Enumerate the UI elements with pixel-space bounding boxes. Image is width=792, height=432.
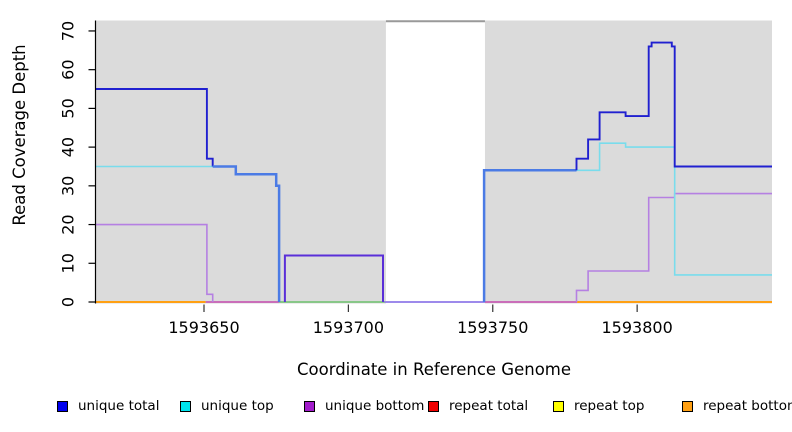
legend-label: repeat top <box>574 398 645 414</box>
y-tick-label: 50 <box>59 98 78 118</box>
repeat-top-swatch <box>553 400 564 412</box>
y-tick-label: 70 <box>59 21 78 41</box>
series-segment-unique-top-right <box>576 142 772 276</box>
axes-and-ticks: 0 10 20 30 40 50 60 70 1593650 1593700 1593750 1593… <box>59 20 673 337</box>
unique-bottom-swatch <box>304 400 315 412</box>
unique-total-swatch <box>57 400 68 412</box>
unique-top-swatch <box>180 400 191 412</box>
legend-item-unique-bottom: unique bottom <box>304 398 424 414</box>
y-tick-label: 10 <box>59 253 78 273</box>
shaded-region <box>96 20 386 304</box>
legend-item-repeat-total: repeat total <box>428 398 528 414</box>
y-tick-label: 40 <box>59 137 78 157</box>
y-tick-label: 30 <box>59 176 78 196</box>
legend-item-unique-top: unique top <box>180 398 274 414</box>
legend-label: unique total <box>78 398 160 414</box>
legend-label: unique top <box>201 398 274 414</box>
y-tick-label: 0 <box>59 297 78 307</box>
shaded-regions <box>96 20 772 304</box>
y-tick-label: 20 <box>59 214 78 234</box>
coverage-step-lines <box>96 41 772 303</box>
x-tick-label: 1593700 <box>313 318 384 337</box>
series-segment-unique-total-bottom-box <box>283 254 384 302</box>
repeat-total-swatch <box>428 400 439 412</box>
y-tick-label: 60 <box>59 59 78 79</box>
x-tick-label: 1593750 <box>457 318 528 337</box>
legend-label: repeat total <box>449 398 529 414</box>
series-segment-unique-total-right <box>575 41 772 171</box>
legend-item-unique-total: unique total <box>57 398 159 414</box>
legend-item-repeat-bottom: repeat bottom <box>682 398 792 414</box>
legend-label: repeat bottom <box>703 398 792 414</box>
shaded-region <box>484 20 772 304</box>
series-segment-unique-total-left <box>96 88 214 167</box>
x-tick-label: 1593650 <box>168 318 239 337</box>
repeat-bottom-swatch <box>682 400 693 412</box>
series-segment-unique-total-top-merged-right <box>482 169 577 302</box>
legend: unique total unique top unique bottom re… <box>0 398 792 420</box>
x-tick-label: 1593800 <box>602 318 673 337</box>
legend-item-repeat-top: repeat top <box>553 398 644 414</box>
series-segment-unique-bottom-left <box>96 223 214 302</box>
legend-label: unique bottom <box>325 398 425 414</box>
x-axis-title: Coordinate in Reference Genome <box>297 360 571 379</box>
series-segment-unique-total-top-merged-left <box>212 165 281 302</box>
y-axis-title: Read Coverage Depth <box>10 44 29 225</box>
